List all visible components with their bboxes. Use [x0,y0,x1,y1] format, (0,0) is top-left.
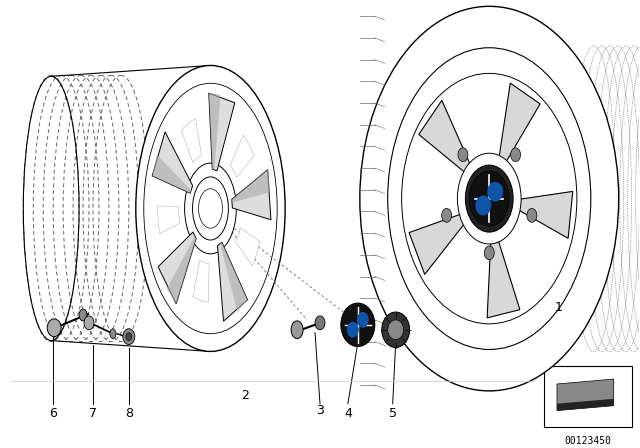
Ellipse shape [360,6,619,391]
Ellipse shape [193,177,228,240]
Ellipse shape [487,182,503,202]
Polygon shape [232,170,271,220]
Ellipse shape [484,246,494,260]
Ellipse shape [388,320,404,340]
Ellipse shape [442,208,452,222]
Polygon shape [557,399,614,411]
Ellipse shape [357,312,369,328]
Polygon shape [236,228,260,266]
Polygon shape [220,242,248,312]
Ellipse shape [511,148,520,162]
Text: 6: 6 [49,407,57,420]
Polygon shape [419,100,475,179]
Ellipse shape [184,163,236,254]
Ellipse shape [381,312,410,348]
Ellipse shape [126,333,132,340]
Ellipse shape [79,309,87,321]
Polygon shape [152,155,191,193]
Polygon shape [209,93,235,171]
Ellipse shape [458,153,521,244]
Ellipse shape [291,321,303,339]
Ellipse shape [110,329,116,339]
Polygon shape [158,232,196,304]
Text: 1: 1 [555,301,563,314]
Ellipse shape [136,65,285,351]
Text: 4: 4 [344,407,352,420]
Text: 7: 7 [89,407,97,420]
Ellipse shape [465,165,513,232]
Polygon shape [232,170,271,203]
Polygon shape [157,206,180,234]
Polygon shape [511,191,573,238]
Ellipse shape [458,148,468,162]
Ellipse shape [341,303,375,346]
Ellipse shape [527,208,537,222]
Polygon shape [487,229,520,318]
Polygon shape [230,135,254,177]
Ellipse shape [84,316,94,330]
Polygon shape [497,83,540,172]
Text: 00123450: 00123450 [564,436,611,446]
Text: 5: 5 [388,407,397,420]
Bar [544,366,632,427]
Polygon shape [193,260,209,302]
Polygon shape [152,132,193,193]
Ellipse shape [388,48,591,349]
Polygon shape [167,236,196,304]
Text: 3: 3 [316,404,324,417]
Text: 8: 8 [125,407,133,420]
Ellipse shape [469,171,509,226]
Ellipse shape [47,319,61,336]
Text: 2: 2 [241,389,249,402]
Polygon shape [409,211,471,275]
Polygon shape [209,93,221,170]
Polygon shape [181,119,202,163]
Polygon shape [557,379,614,411]
Ellipse shape [476,196,492,215]
Ellipse shape [315,316,325,330]
Ellipse shape [123,329,135,345]
Polygon shape [218,242,248,321]
Ellipse shape [347,322,359,338]
